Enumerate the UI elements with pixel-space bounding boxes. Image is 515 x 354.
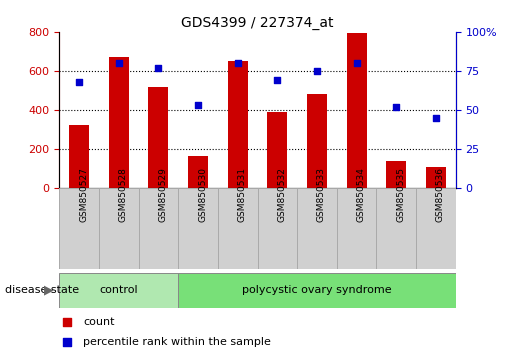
Point xyxy=(233,60,242,66)
Text: GSM850530: GSM850530 xyxy=(198,167,207,222)
Bar xyxy=(386,161,406,188)
Point xyxy=(75,79,83,85)
Text: GSM850528: GSM850528 xyxy=(118,167,128,222)
Bar xyxy=(347,33,367,188)
Text: ▶: ▶ xyxy=(44,284,54,297)
Point xyxy=(392,104,401,109)
Text: GSM850535: GSM850535 xyxy=(397,167,405,222)
Text: disease state: disease state xyxy=(5,285,79,295)
Bar xyxy=(426,167,446,188)
Bar xyxy=(148,87,168,188)
Bar xyxy=(267,112,287,188)
Text: percentile rank within the sample: percentile rank within the sample xyxy=(83,337,271,347)
Text: GSM850532: GSM850532 xyxy=(277,167,286,222)
Bar xyxy=(337,188,376,269)
Text: GSM850536: GSM850536 xyxy=(436,167,445,222)
Bar xyxy=(59,273,178,308)
Text: GSM850533: GSM850533 xyxy=(317,167,326,222)
Point xyxy=(432,115,440,120)
Bar xyxy=(178,188,218,269)
Text: polycystic ovary syndrome: polycystic ovary syndrome xyxy=(242,285,392,295)
Bar xyxy=(258,188,297,269)
Text: GSM850534: GSM850534 xyxy=(356,167,366,222)
Text: count: count xyxy=(83,318,114,327)
Text: GDS4399 / 227374_at: GDS4399 / 227374_at xyxy=(181,16,334,30)
Text: GSM850531: GSM850531 xyxy=(238,167,247,222)
Bar xyxy=(218,188,258,269)
Bar xyxy=(99,188,139,269)
Point xyxy=(63,320,71,325)
Bar xyxy=(109,57,129,188)
Bar xyxy=(139,188,178,269)
Text: control: control xyxy=(99,285,138,295)
Bar xyxy=(297,188,337,269)
Point xyxy=(114,60,123,66)
Bar xyxy=(228,62,248,188)
Bar xyxy=(376,188,416,269)
Text: GSM850529: GSM850529 xyxy=(159,167,167,222)
Point xyxy=(313,68,321,74)
Bar xyxy=(188,156,208,188)
Point xyxy=(63,339,71,345)
Bar xyxy=(69,125,89,188)
Point xyxy=(194,102,202,108)
Point xyxy=(352,60,360,66)
Point xyxy=(154,65,162,70)
Point xyxy=(273,77,281,83)
Bar xyxy=(416,188,456,269)
Bar xyxy=(178,273,456,308)
Text: GSM850527: GSM850527 xyxy=(79,167,88,222)
Bar xyxy=(307,94,327,188)
Bar xyxy=(59,188,99,269)
